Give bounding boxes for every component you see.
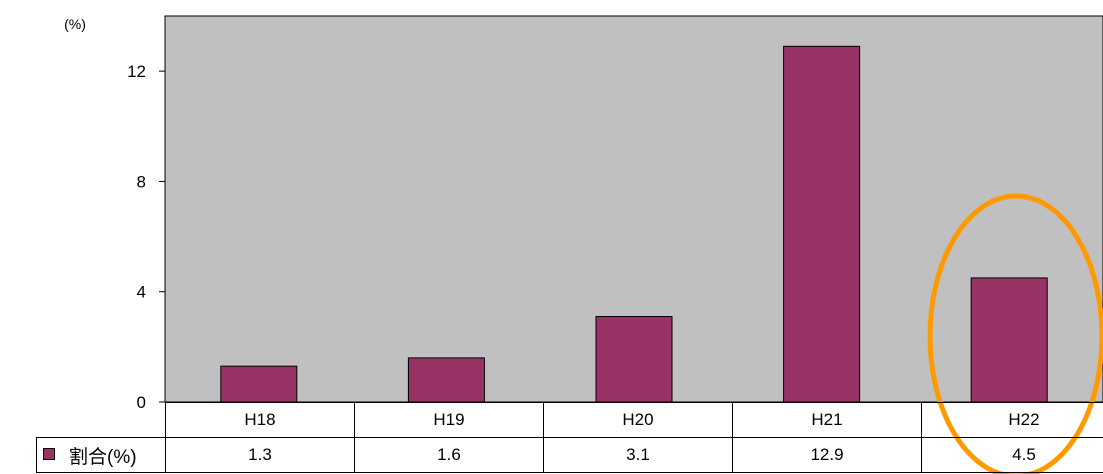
bar-H20	[595, 316, 673, 403]
highlight-ring	[927, 193, 1103, 474]
value-cell: 4.5	[921, 437, 1103, 473]
bar-H21	[783, 45, 861, 403]
category-label: H19	[354, 402, 544, 438]
series-row: 割合(%) 1.3 1.6 3.1 12.9 4.5	[36, 437, 1103, 473]
y-tick-label: 4	[137, 283, 146, 302]
y-tick-label: 12	[127, 62, 146, 81]
category-row: H18 H19 H20 H21 H22	[36, 402, 1103, 438]
legend-label: 割合(%)	[69, 446, 137, 468]
value-cell: 1.3	[165, 437, 355, 473]
bar-series	[220, 45, 1048, 403]
category-label: H22	[921, 402, 1103, 438]
category-label: H20	[543, 402, 733, 438]
bar-H18	[220, 365, 298, 403]
bar-H22	[970, 277, 1048, 403]
y-tick-label: 8	[137, 172, 146, 191]
data-table: H18 H19 H20 H21 H22 割合(%) 1.3 1.6 3.1 12…	[36, 402, 1103, 473]
value-cell: 12.9	[732, 437, 922, 473]
value-cell: 3.1	[543, 437, 733, 473]
bar-H19	[407, 357, 485, 403]
legend-entry: 割合(%)	[36, 437, 166, 473]
category-label: H18	[165, 402, 355, 438]
value-cell: 1.6	[354, 437, 544, 473]
y-axis-unit-label: (%)	[64, 16, 86, 32]
category-label: H21	[732, 402, 922, 438]
table-corner	[36, 402, 166, 438]
legend-color-key	[43, 448, 55, 460]
